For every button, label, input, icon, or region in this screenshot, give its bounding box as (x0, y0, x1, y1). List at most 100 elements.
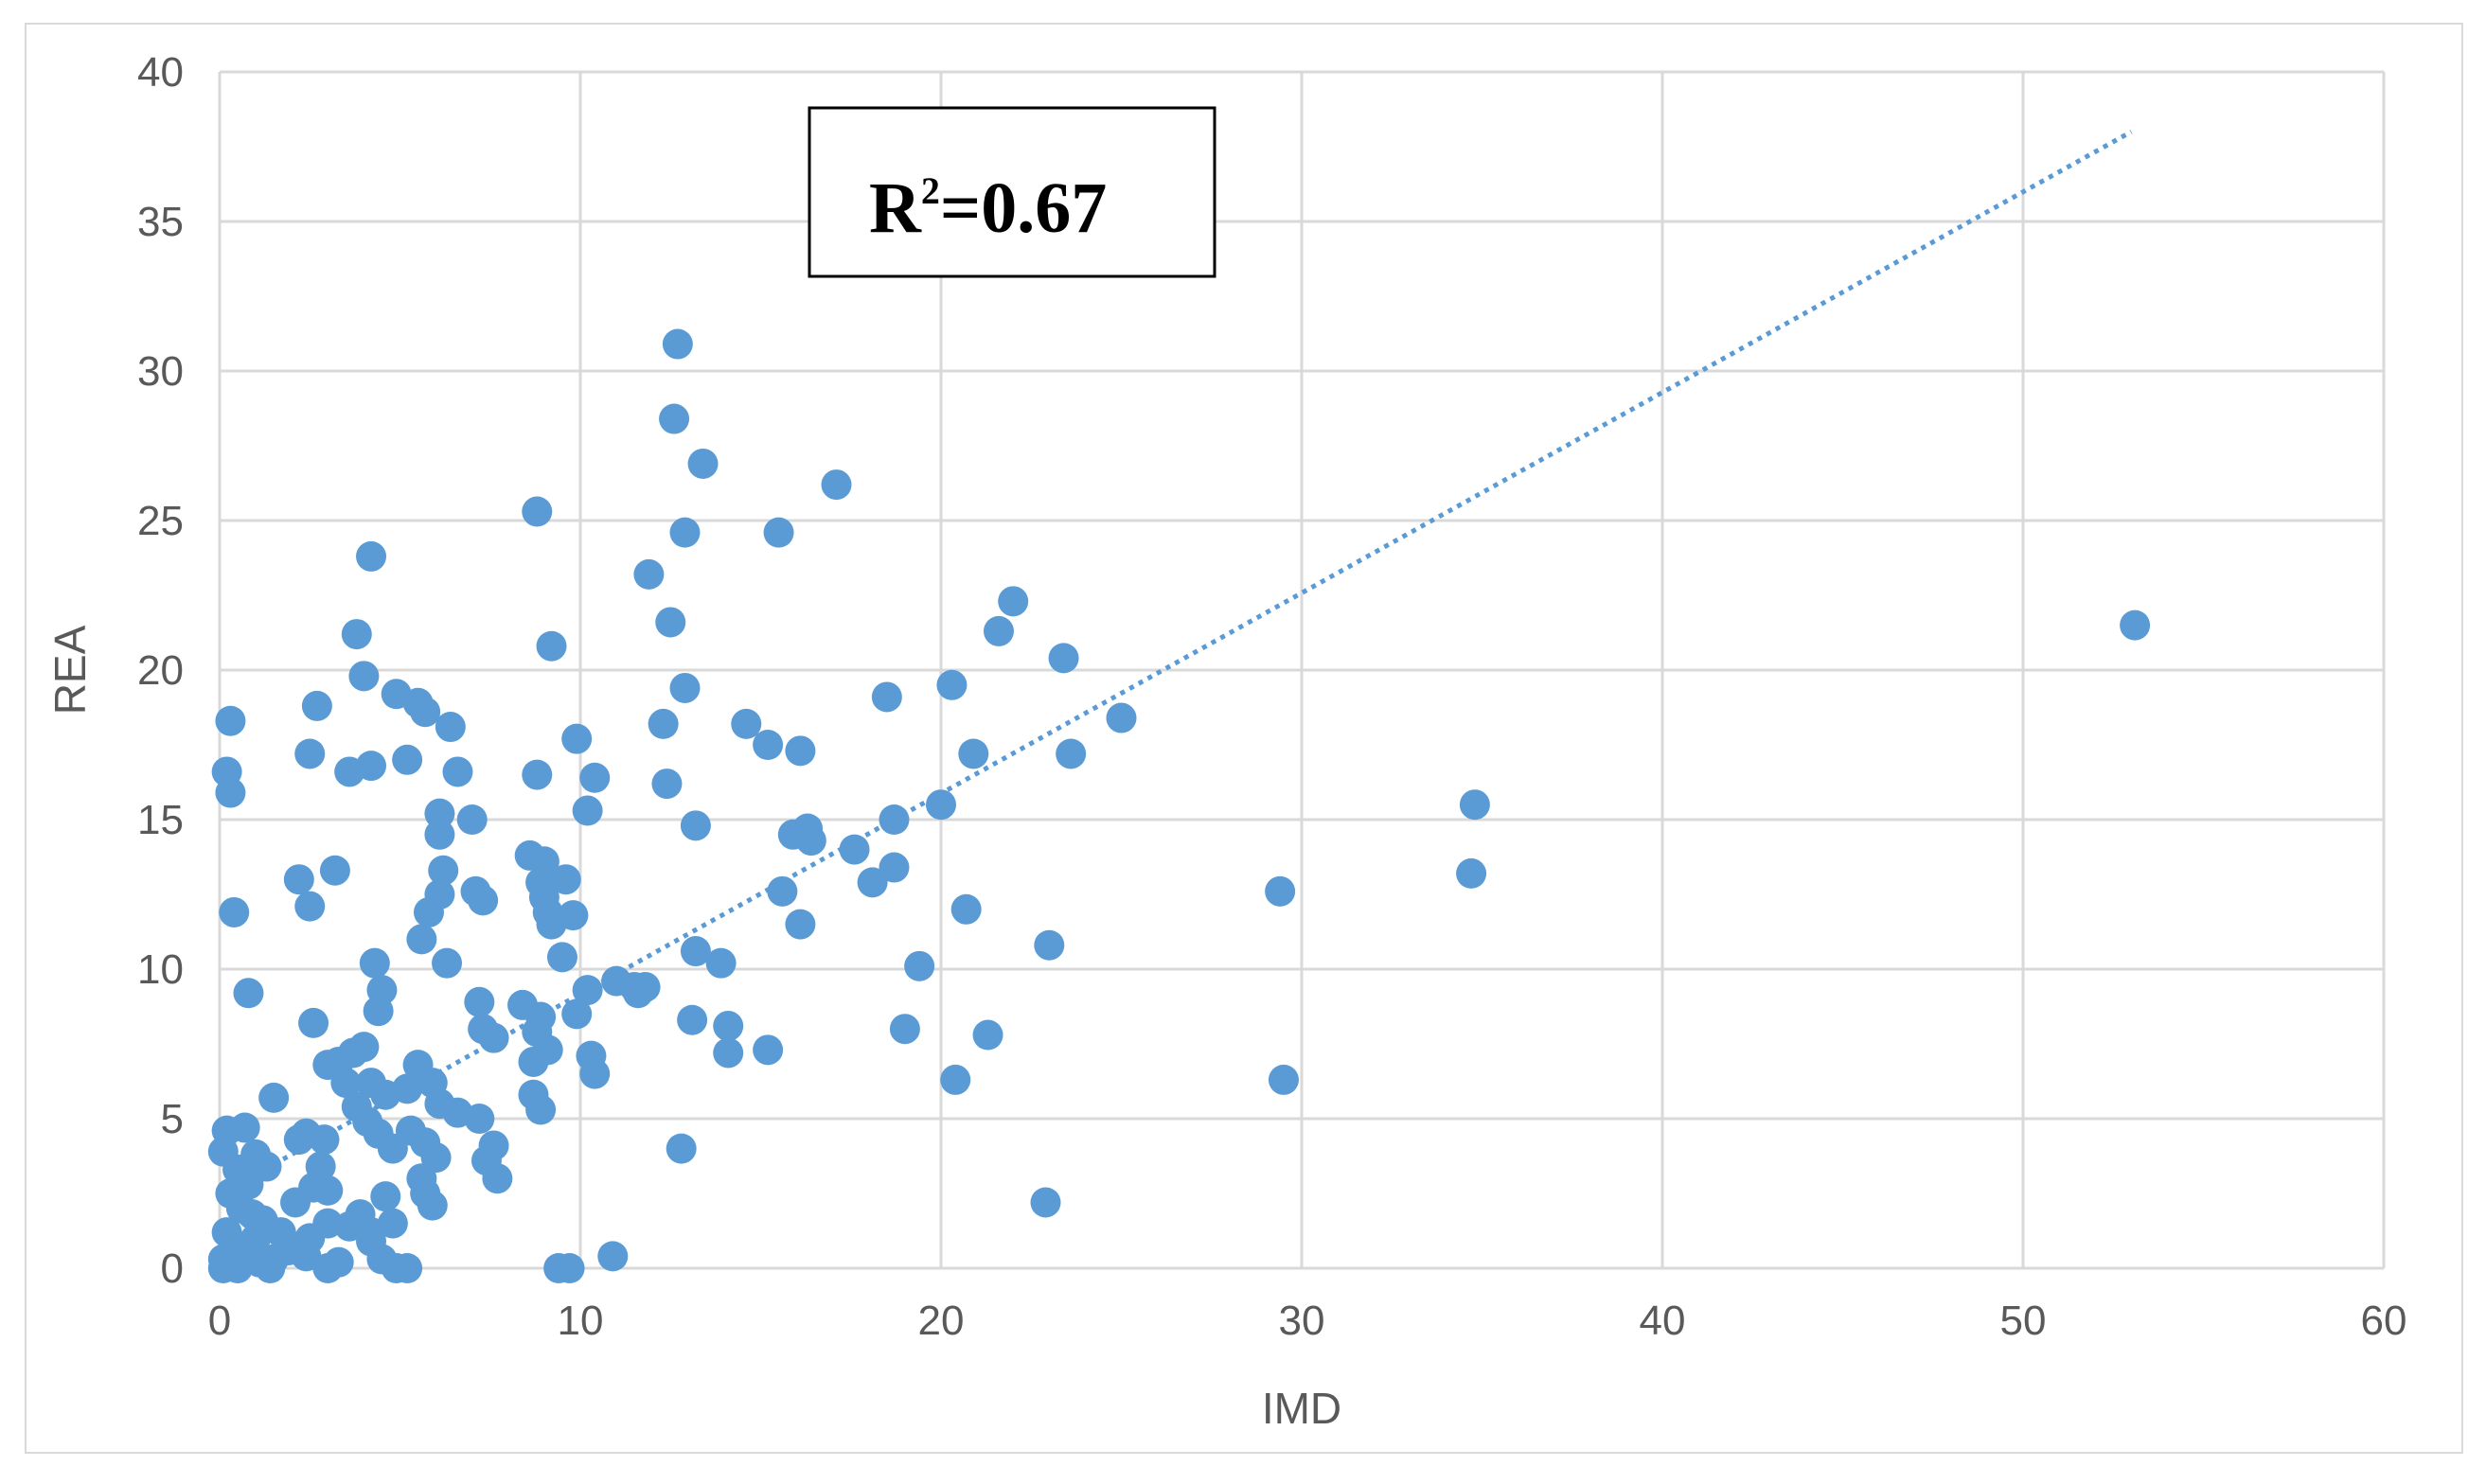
data-point (298, 1007, 329, 1038)
data-point (410, 697, 441, 728)
data-point (857, 867, 888, 898)
data-point (482, 1163, 513, 1194)
data-point (651, 768, 683, 800)
data-point (558, 900, 589, 931)
data-point (871, 681, 902, 713)
data-point (550, 864, 581, 895)
data-point (687, 448, 719, 479)
data-point (435, 712, 466, 743)
data-point (713, 1011, 744, 1042)
data-point (215, 777, 246, 808)
annotation-base: R (869, 168, 922, 248)
data-point (2120, 610, 2151, 641)
data-point (731, 708, 762, 739)
data-point (1459, 789, 1490, 821)
data-point (424, 819, 455, 850)
data-point (219, 896, 250, 928)
annotation-value: =0.67 (940, 168, 1107, 248)
x-axis-title: IMD (1262, 1384, 1341, 1433)
data-point (1030, 1187, 1061, 1218)
data-point (669, 517, 701, 548)
data-point (561, 723, 593, 754)
data-point (839, 834, 870, 865)
data-point (655, 607, 686, 638)
data-point (229, 1112, 260, 1143)
data-point (363, 996, 394, 1027)
data-point (983, 615, 1014, 646)
data-point (950, 893, 982, 925)
data-point (370, 1181, 401, 1212)
data-point (705, 947, 737, 979)
data-point (348, 1032, 380, 1063)
data-point (319, 855, 350, 886)
y-tick-label: 40 (137, 49, 184, 96)
data-point (464, 1104, 495, 1134)
y-axis-ticks: 0 5 10 15 20 25 30 35 40 (137, 49, 184, 1292)
data-point (323, 1246, 354, 1278)
data-point (926, 789, 956, 821)
annotation-superscript: 2 (921, 169, 940, 212)
data-point (546, 942, 577, 973)
data-point (309, 1124, 340, 1156)
data-point (258, 1082, 290, 1113)
data-point (207, 1253, 239, 1283)
x-tick-label: 20 (918, 1298, 965, 1344)
data-point (669, 672, 701, 703)
data-point (442, 756, 473, 787)
data-point (579, 762, 611, 793)
data-point (561, 998, 593, 1030)
annotation-box (808, 106, 1216, 278)
data-point (666, 1133, 697, 1164)
data-point (680, 810, 711, 841)
data-point (763, 517, 794, 548)
data-point (255, 1253, 286, 1283)
data-point (392, 744, 423, 775)
data-point (785, 909, 816, 940)
data-point (579, 1058, 611, 1089)
data-point (936, 669, 968, 700)
y-tick-label: 15 (137, 797, 184, 843)
y-axis-title: REA (45, 625, 95, 715)
data-point (889, 1014, 920, 1045)
data-point (998, 586, 1029, 617)
data-point (312, 1175, 344, 1206)
data-point (356, 751, 387, 782)
data-point (630, 971, 661, 1002)
data-point (356, 1217, 387, 1248)
x-tick-label: 60 (2361, 1298, 2407, 1344)
data-point (554, 1253, 585, 1283)
x-axis-ticks: 0 10 20 30 40 50 60 (208, 1298, 2407, 1344)
data-point (392, 1073, 423, 1104)
data-point (958, 738, 989, 769)
data-point (294, 738, 326, 769)
data-point (662, 328, 693, 360)
y-tick-label: 0 (161, 1246, 184, 1292)
data-point (240, 1223, 272, 1254)
data-point (680, 936, 711, 967)
data-point (406, 924, 437, 955)
data-point (464, 986, 495, 1017)
data-point (413, 896, 444, 928)
data-point (713, 1037, 744, 1069)
data-point (1456, 857, 1487, 889)
data-point (795, 825, 826, 857)
data-point (572, 795, 603, 826)
data-point (359, 947, 390, 979)
annotation-text: R2=0.67 (869, 168, 1107, 248)
y-tick-label: 30 (137, 348, 184, 395)
data-point (753, 1034, 784, 1066)
r-squared-annotation: R2=0.67 (808, 106, 1216, 278)
data-point (283, 864, 314, 895)
data-point (1056, 738, 1087, 769)
trendline (236, 130, 2133, 1187)
data-point (1268, 1064, 1299, 1095)
y-tick-label: 10 (137, 946, 184, 993)
data-point (677, 1004, 708, 1035)
x-tick-label: 0 (208, 1298, 231, 1344)
data-point (233, 978, 264, 1009)
data-point (392, 1253, 423, 1283)
data-point (940, 1064, 971, 1095)
data-point (294, 891, 326, 922)
data-point (648, 708, 679, 739)
